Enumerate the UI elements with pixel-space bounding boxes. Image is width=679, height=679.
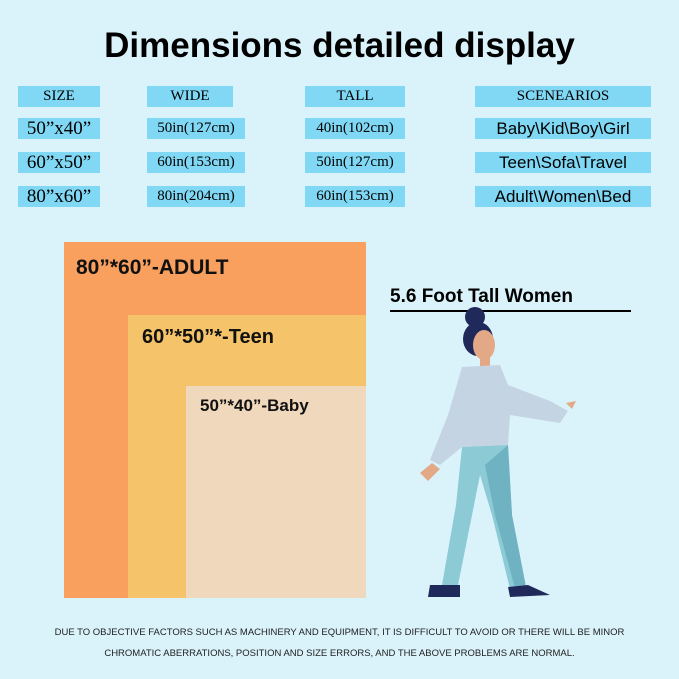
teen-label: 60”*50”*-Teen [142,326,274,348]
header-tall: TALL [305,86,405,107]
page-title: Dimensions detailed display [104,26,575,65]
cell-size: 60”x50” [18,152,100,173]
cell-scenarios: Baby\Kid\Boy\Girl [475,118,651,139]
disclaimer-line-1: DUE TO OBJECTIVE FACTORS SUCH AS MACHINE… [54,627,625,638]
woman-figure-illustration [420,307,576,597]
cell-scenarios: Adult\Women\Bed [475,186,651,207]
cell-size: 80”x60” [18,186,100,207]
figure-caption: 5.6 Foot Tall Women [390,286,631,312]
cell-size: 50”x40” [18,118,100,139]
disclaimer-line-2: CHROMATIC ABERRATIONS, POSITION AND SIZE… [104,648,575,659]
header-wide: WIDE [147,86,233,107]
cell-tall: 40in(102cm) [305,118,405,139]
cell-tall: 50in(127cm) [305,152,405,173]
header-scenarios: SCENEARIOS [475,86,651,107]
baby-label: 50”*40”-Baby [200,396,309,415]
cell-wide: 50in(127cm) [147,118,245,139]
baby-size-rect [186,386,366,598]
adult-label: 80”*60”-ADULT [76,256,229,279]
cell-wide: 80in(204cm) [147,186,245,207]
header-size: SIZE [18,86,100,107]
cell-wide: 60in(153cm) [147,152,245,173]
cell-scenarios: Teen\Sofa\Travel [475,152,651,173]
cell-tall: 60in(153cm) [305,186,405,207]
